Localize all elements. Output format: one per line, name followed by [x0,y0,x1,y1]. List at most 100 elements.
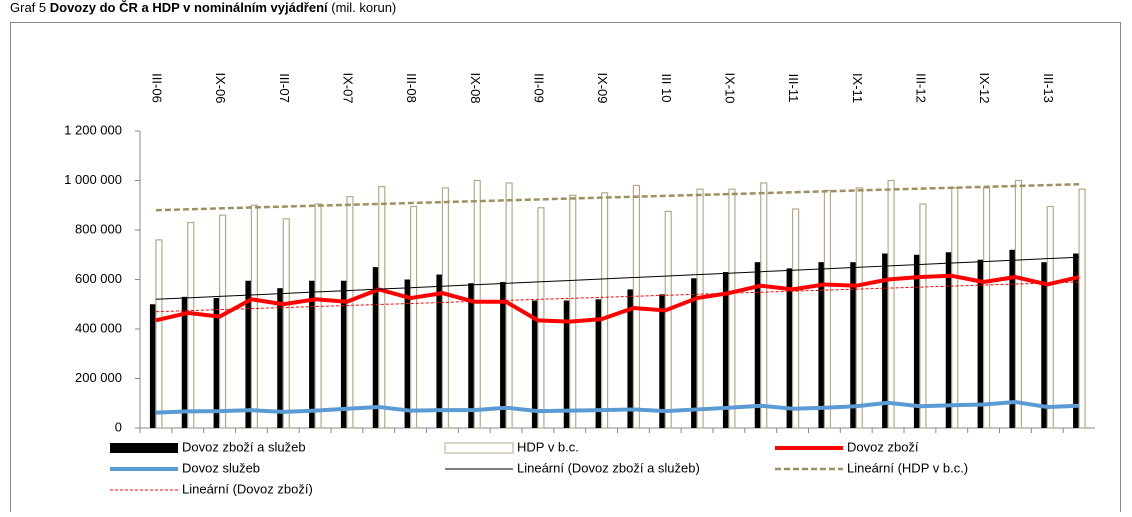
x-tick-label: III-08 [404,73,419,103]
bar [982,187,991,429]
bar [436,274,443,428]
bar [245,280,252,428]
y-tick-label: 800 000 [75,221,122,236]
bar [340,280,347,428]
x-tick-label: III-07 [277,73,292,103]
bar [277,288,284,428]
legend-label: Dovoz služeb [182,460,260,475]
bar [1041,262,1048,428]
line-series [155,281,1080,313]
legend-label: Lineární (HDP v b.c.) [847,460,968,475]
bar [818,262,825,428]
y-tick-label: 1 000 000 [64,172,122,187]
line-series [155,400,1080,415]
bar [155,239,163,429]
bar [722,272,729,428]
legend-label: HDP v b.c. [517,439,579,454]
bar [627,289,634,428]
bar [945,252,952,428]
bar [691,278,698,428]
bar [187,221,195,429]
bar [314,203,322,429]
y-tick-label: 0 [115,419,122,434]
bar [696,188,704,429]
bar [378,186,386,429]
x-tick-label: IX-07 [340,72,355,103]
legend-label: Dovoz zboží a služeb [182,439,306,454]
bar [1014,179,1023,429]
bar [218,214,227,429]
title-number: Graf 5 [10,0,46,15]
bar [346,195,354,429]
x-tick-label: IX-12 [977,72,992,103]
bar [887,179,895,429]
bar [728,188,736,429]
bar [823,189,832,429]
x-tick-label: IX-10 [722,72,737,103]
bar [595,299,602,428]
x-tick-label: IX-06 [213,72,228,103]
legend-label: Dovoz zboží [847,439,919,454]
bar [282,218,290,429]
bar [855,187,863,429]
bar [600,192,609,429]
bar [181,296,188,428]
chart-title: Graf 5 Dovozy do ČR a HDP v nominálním v… [10,0,396,15]
bar [531,300,538,428]
bar [473,179,481,429]
bar [850,262,857,428]
bar [913,254,920,428]
x-tick-label: IX-08 [468,72,483,103]
title-main: Dovozy do ČR a HDP v nominálním vyjádřen… [50,0,328,15]
bar [563,300,570,428]
bar [951,187,959,429]
legend-swatch [110,443,178,453]
y-tick-label: 200 000 [75,370,122,385]
bar [441,187,450,429]
bar [791,208,800,429]
y-tick-label: 400 000 [75,320,122,335]
x-tick-label: III-12 [913,73,928,103]
legend-swatch [444,442,514,454]
bar [149,304,156,428]
bar [882,253,889,428]
bar [468,283,475,428]
bar [664,210,672,429]
bar [786,268,793,428]
y-tick-label: 600 000 [75,271,122,286]
line-series [155,182,1080,212]
bar [919,203,927,429]
chart-frame [10,22,1121,517]
bar [1046,205,1054,429]
bar [500,281,507,428]
x-tick-label: III-13 [1041,73,1056,103]
bar [1009,249,1016,428]
bar [659,294,666,428]
bar [537,207,545,429]
line-series [155,273,1080,324]
x-tick-label: III-06 [149,73,164,103]
bar [1078,188,1086,429]
bar [404,279,411,428]
bar [977,259,984,428]
y-tick-label: 1 200 000 [64,122,122,137]
bar [1073,253,1080,428]
bar [569,194,577,429]
bar [760,182,768,429]
legend-label: Lineární (Dovoz zboží) [182,481,313,496]
x-tick-label: III-09 [531,73,546,103]
bar [250,204,259,429]
x-tick-label: III 10 [659,74,674,103]
bar [754,262,761,428]
line-series [155,256,1080,300]
bar [372,267,379,428]
bar [213,298,220,428]
legend-label: Lineární (Dovoz zboží a služeb) [517,460,700,475]
bar [309,280,316,428]
title-unit: (mil. korun) [331,0,396,15]
x-tick-label: IX-11 [850,73,865,103]
bar [409,205,418,429]
x-tick-label: IX-09 [595,72,610,103]
x-tick-label: III-11 [786,74,801,103]
